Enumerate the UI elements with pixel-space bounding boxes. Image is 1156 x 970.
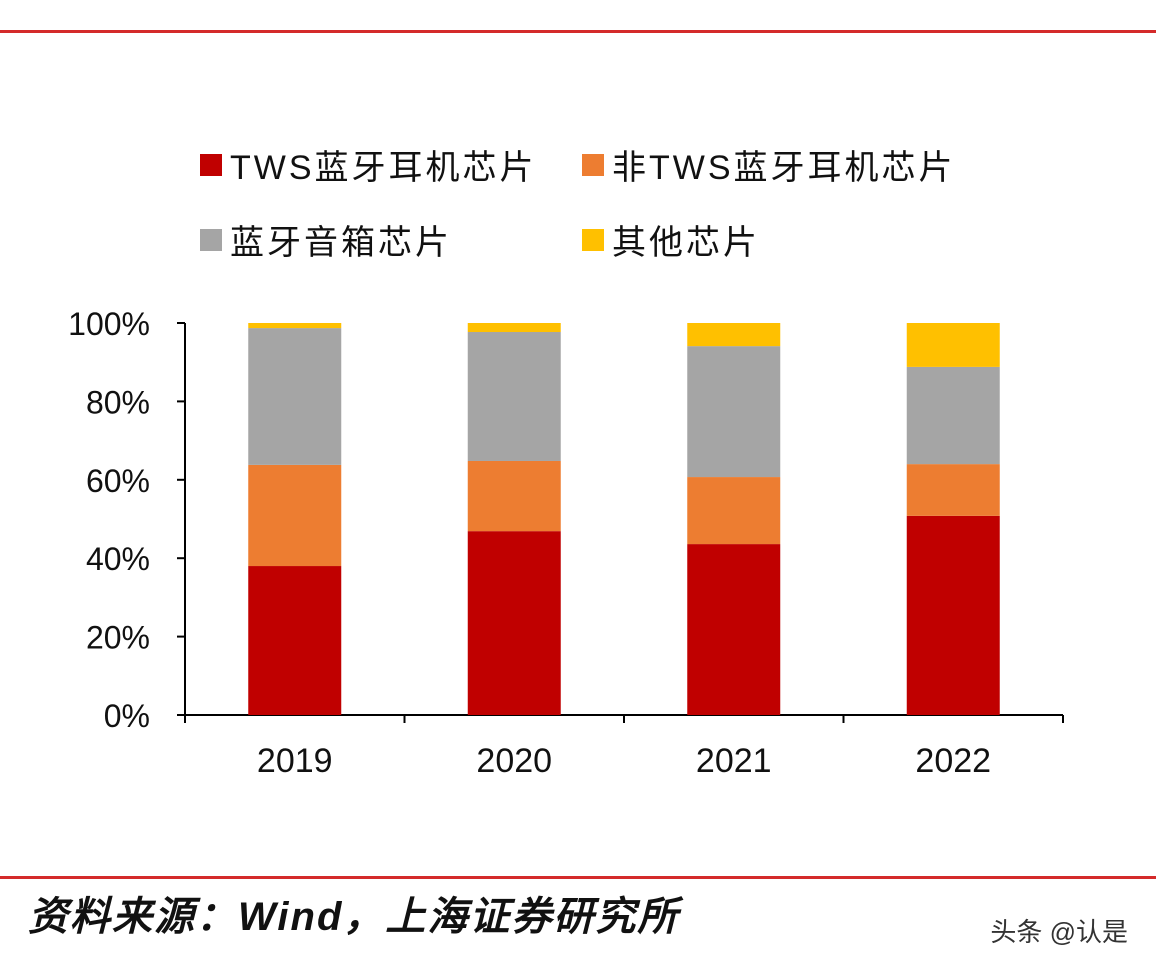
legend-label: 蓝牙音箱芯片 xyxy=(230,224,452,262)
bar-segment-2022-3 xyxy=(906,323,1000,367)
bar-segment-2019-3 xyxy=(248,323,342,329)
legend-item: 其他芯片 xyxy=(582,215,760,264)
y-tick-label: 20% xyxy=(86,620,150,656)
bar-segment-2021-0 xyxy=(687,544,781,715)
bar-segment-2020-3 xyxy=(467,323,561,333)
bar-segment-2020-2 xyxy=(467,332,561,461)
legend-swatch xyxy=(582,228,604,251)
source-note: 资料来源：Wind，上海证券研究所 xyxy=(28,895,680,939)
x-tick-label: 2020 xyxy=(476,742,552,780)
bar-segment-2019-1 xyxy=(248,464,342,567)
bar-segment-2022-2 xyxy=(906,366,1000,465)
legend-item: 非TWS蓝牙耳机芯片 xyxy=(582,140,956,189)
y-tick-label: 0% xyxy=(104,698,150,734)
y-tick-label: 60% xyxy=(86,463,150,499)
y-tick-label: 80% xyxy=(86,384,150,420)
x-tick-label: 2021 xyxy=(696,742,772,780)
y-tick-label: 100% xyxy=(68,306,150,342)
watermark: 头条 @认是 xyxy=(990,917,1128,947)
bar-segment-2021-2 xyxy=(687,346,781,478)
y-tick-label: 40% xyxy=(86,541,150,577)
legend-item: TWS蓝牙耳机芯片 xyxy=(200,140,537,189)
legend-label: 非TWS蓝牙耳机芯片 xyxy=(612,149,956,187)
x-tick-label: 2022 xyxy=(915,742,991,780)
legend-swatch xyxy=(200,153,222,176)
bar-segment-2022-0 xyxy=(906,515,1000,715)
legend-label: TWS蓝牙耳机芯片 xyxy=(230,149,537,187)
bar-segment-2019-2 xyxy=(248,328,342,465)
x-tick-label: 2019 xyxy=(257,742,333,780)
bar-segment-2022-1 xyxy=(906,464,1000,516)
bar-segment-2021-1 xyxy=(687,477,781,545)
legend-label: 其他芯片 xyxy=(612,224,760,262)
legend-swatch xyxy=(200,228,222,251)
legend-item: 蓝牙音箱芯片 xyxy=(200,215,452,264)
bottom-rule xyxy=(0,876,1156,879)
bar-segment-2019-0 xyxy=(248,566,342,715)
legend-swatch xyxy=(582,153,604,176)
bar-segment-2021-3 xyxy=(687,323,781,347)
bar-segment-2020-0 xyxy=(467,531,561,715)
top-rule xyxy=(0,30,1156,33)
bar-segment-2020-1 xyxy=(467,460,561,532)
